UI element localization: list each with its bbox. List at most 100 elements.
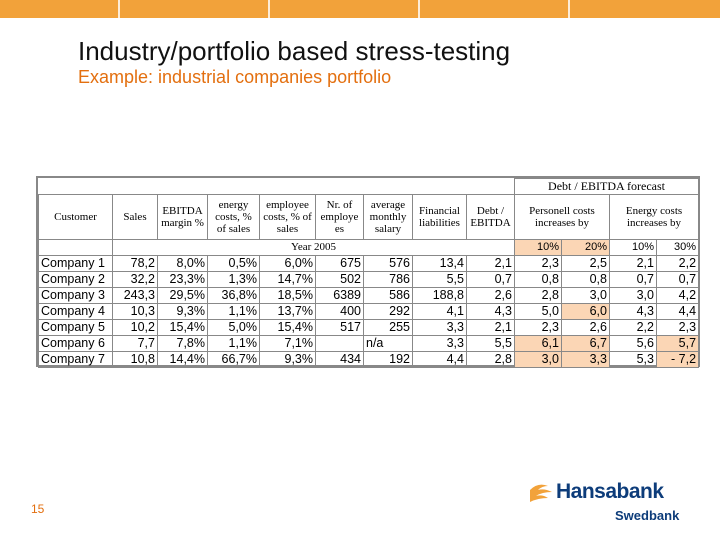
table-column-header-row: Customer Sales EBITDA margin % energy costs… [38,193,700,240]
percent-header: 10% [609,238,657,256]
table-row: Company 3 243,3 29,5% 36,8% 18,5% 6389 586 188,… [38,286,700,304]
financial-liabilities-cell: 3,3 [412,318,467,336]
personnel-10-cell: 2,3 [514,318,562,336]
employees-cell: 400 [315,302,364,320]
personnel-10-cell: 3,0 [514,350,562,368]
ebitda-cell: 29,5% [157,286,208,304]
energy-cell: 1,3% [207,270,260,288]
employee-costs-header: employee costs, % of sales [259,193,316,240]
energy-30-cell: 4,4 [655,302,700,320]
personnel-20-cell: 3,0 [561,286,610,304]
energy-10-cell: 2,1 [609,254,657,272]
debt-ebitda-cell: 4,3 [466,302,515,320]
financial-liabilities-cell: 5,5 [412,270,467,288]
salary-cell: 786 [363,270,413,288]
bar-divider [418,0,420,18]
sales-cell: 10,3 [112,302,158,320]
salary-cell: n/a [363,334,413,352]
hansabank-logo: Hansabank Swedbank [528,478,688,528]
ebitda-cell: 9,3% [157,302,208,320]
ebitda-cell: 14,4% [157,350,208,368]
salary-cell: 586 [363,286,413,304]
energy-costs-increase-header: Energy costs increases by [608,193,700,240]
energy-10-cell: 4,3 [609,302,657,320]
personnel-20-cell: 3,3 [561,350,610,368]
energy-10-cell: 0,7 [609,270,657,288]
salary-cell: 292 [363,302,413,320]
energy-cell: 0,5% [207,254,260,272]
personnel-10-cell: 2,8 [514,286,562,304]
energy-cell: 1,1% [207,334,260,352]
page-number: 15 [31,502,45,516]
header-spacer [38,178,515,195]
energy-30-cell: 2,3 [655,318,700,336]
company-name-cell: Company 1 [38,254,113,272]
header-spacer [38,238,113,256]
average-salary-header: average monthly salary [363,193,413,240]
employees-cell: 434 [315,350,364,368]
debt-ebitda-cell: 2,6 [466,286,515,304]
logo-sub: Swedbank [615,508,680,523]
ebitda-cell: 8,0% [157,254,208,272]
table-row: Company 5 10,2 15,4% 5,0% 15,4% 517 255 3,3 2,1 2… [38,318,700,336]
table-row: Company 2 32,2 23,3% 1,3% 14,7% 502 786 5,5 0,7 0… [38,270,700,288]
employees-cell: 517 [315,318,364,336]
debt-ebitda-cell: 2,1 [466,254,515,272]
ebitda-cell: 7,8% [157,334,208,352]
employees-cell [315,334,364,352]
slide-subtitle: Example: industrial companies portfolio [78,67,392,87]
energy-cell: 5,0% [207,318,260,336]
slide-title: Industry/portfolio based stress-testing [78,36,511,66]
employee-cell: 13,7% [259,302,316,320]
employee-cell: 6,0% [259,254,316,272]
energy-30-cell: 4,2 [655,286,700,304]
company-name-cell: Company 7 [38,350,113,368]
energy-30-cell: 0,7 [655,270,700,288]
bar-divider [118,0,120,18]
sales-cell: 10,8 [112,350,158,368]
year-label: Year 2005 [112,238,515,256]
sales-cell: 78,2 [112,254,158,272]
energy-costs-header: energy costs, % of sales [207,193,260,240]
bar-divider [568,0,570,18]
company-name-cell: Company 5 [38,318,113,336]
sales-header: Sales [112,193,158,240]
sales-cell: 243,3 [112,286,158,304]
wave-icon [530,484,552,502]
sales-cell: 10,2 [112,318,158,336]
energy-cell: 36,8% [207,286,260,304]
energy-30-cell: 5,7 [655,334,700,352]
personnel-20-cell: 2,5 [561,254,610,272]
personnel-10-cell: 5,0 [514,302,562,320]
energy-cell: 1,1% [207,302,260,320]
financial-liabilities-cell: 4,4 [412,350,467,368]
ebitda-margin-header: EBITDA margin % [157,193,208,240]
employees-cell: 6389 [315,286,364,304]
bar-divider [268,0,270,18]
percent-header: 20% [561,238,610,256]
employee-cell: 14,7% [259,270,316,288]
debt-ebitda-cell: 2,1 [466,318,515,336]
personnel-10-cell: 0,8 [514,270,562,288]
table-group-header-row: Debt / EBITDA forecast [38,178,700,195]
percent-header: 10% [514,238,562,256]
energy-10-cell: 2,2 [609,318,657,336]
financial-liabilities-cell: 4,1 [412,302,467,320]
financial-liabilities-cell: 13,4 [412,254,467,272]
personnel-20-cell: 6,0 [561,302,610,320]
debt-ebitda-forecast-header: Debt / EBITDA forecast [513,178,700,195]
energy-10-cell: 5,3 [609,350,657,368]
table-row: Company 4 10,3 9,3% 1,1% 13,7% 400 292 4,1 4,3 5,… [38,302,700,320]
logo-brand: Hansabank [556,480,664,503]
company-name-cell: Company 4 [38,302,113,320]
energy-cell: 66,7% [207,350,260,368]
employee-cell: 18,5% [259,286,316,304]
company-name-cell: Company 6 [38,334,113,352]
personnel-10-cell: 2,3 [514,254,562,272]
employee-cell: 15,4% [259,318,316,336]
nr-employees-header: Nr. of employe es [315,193,364,240]
energy-30-cell: 2,2 [655,254,700,272]
ebitda-cell: 23,3% [157,270,208,288]
debt-ebitda-cell: 5,5 [466,334,515,352]
table-row: Company 7 10,8 14,4% 66,7% 9,3% 434 192 4,4 2,8 3… [38,350,700,368]
